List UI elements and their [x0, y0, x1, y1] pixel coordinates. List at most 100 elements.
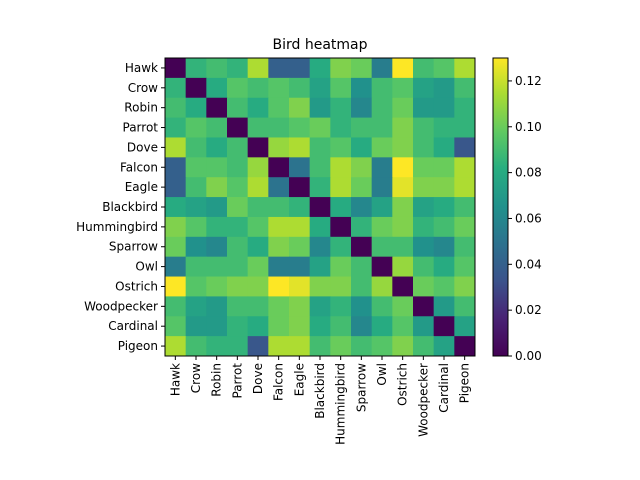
- heatmap-cell: [330, 97, 352, 119]
- heatmap-cell: [185, 137, 207, 158]
- heatmap-cell: [268, 276, 290, 297]
- heatmap-cell: [165, 236, 187, 258]
- heatmap-cell: [371, 236, 393, 258]
- heatmap-cell: [309, 177, 331, 198]
- heatmap-cell: [206, 197, 228, 218]
- heatmap-cell: [413, 296, 435, 317]
- heatmap-cell: [227, 177, 249, 198]
- heatmap-cell: [185, 58, 207, 79]
- heatmap-cell: [247, 316, 269, 337]
- colorbar-tick-label: 0.00: [515, 349, 542, 363]
- heatmap-cell: [309, 77, 331, 99]
- heatmap-cell: [433, 296, 455, 317]
- heatmap-cell: [227, 336, 249, 357]
- heatmap-cell: [371, 177, 393, 198]
- heatmap-cell: [309, 296, 331, 317]
- y-tick-label: Cardinal: [108, 319, 158, 333]
- heatmap-cell: [351, 157, 373, 178]
- heatmap-cell: [268, 336, 290, 357]
- heatmap-cell: [247, 276, 269, 297]
- heatmap-cell: [454, 276, 476, 297]
- heatmap-cell: [289, 236, 311, 258]
- colorbar: [492, 57, 509, 357]
- heatmap-cell: [371, 97, 393, 119]
- heatmap-cell: [371, 256, 393, 278]
- heatmap-cell: [185, 236, 207, 258]
- heatmap-cell: [392, 256, 414, 278]
- heatmap-cell: [206, 336, 228, 357]
- heatmap-cell: [392, 58, 414, 79]
- heatmap-cell: [454, 216, 476, 238]
- heatmap-cell: [206, 177, 228, 198]
- heatmap-cell: [309, 256, 331, 278]
- heatmap-cell: [268, 316, 290, 337]
- heatmap-cell: [185, 316, 207, 337]
- heatmap-cell: [165, 197, 187, 218]
- heatmap-cell: [268, 216, 290, 238]
- heatmap-cell: [247, 137, 269, 158]
- heatmap-cell: [330, 58, 352, 79]
- heatmap-cell: [309, 97, 331, 119]
- heatmap-cell: [454, 58, 476, 79]
- colorbar-tick-label: 0.04: [515, 257, 542, 271]
- heatmap-cell: [289, 117, 311, 138]
- heatmap-cell: [165, 117, 187, 138]
- heatmap-cell: [165, 58, 187, 79]
- x-tick-label: Falcon: [272, 363, 286, 401]
- heatmap-cell: [289, 296, 311, 317]
- heatmap-cell: [351, 117, 373, 138]
- heatmap-cell: [392, 296, 414, 317]
- heatmap-cell: [289, 97, 311, 119]
- heatmap-cell: [165, 316, 187, 337]
- heatmap-cell: [206, 117, 228, 138]
- heatmap-cell: [392, 117, 414, 138]
- y-tick-label: Blackbird: [102, 200, 158, 214]
- x-tick-label: Hummingbird: [334, 363, 348, 445]
- heatmap-cell: [392, 276, 414, 297]
- heatmap-cell: [351, 256, 373, 278]
- heatmap-cell: [351, 177, 373, 198]
- heatmap-cell: [454, 296, 476, 317]
- y-tick-label: Crow: [128, 81, 158, 95]
- heatmap-cell: [206, 296, 228, 317]
- heatmap-cell: [433, 236, 455, 258]
- heatmap-cell: [433, 157, 455, 178]
- x-tick-label: Ostrich: [396, 363, 410, 406]
- heatmap-cell: [413, 276, 435, 297]
- y-tick-label: Woodpecker: [84, 299, 158, 313]
- colorbar-tick-label: 0.12: [515, 74, 542, 88]
- heatmap-cell: [413, 58, 435, 79]
- heatmap-cell: [454, 157, 476, 178]
- heatmap-cell: [247, 236, 269, 258]
- heatmap-cell: [371, 197, 393, 218]
- heatmap-cell: [454, 316, 476, 337]
- y-tick-label: Falcon: [120, 160, 158, 174]
- x-tick-label: Crow: [189, 363, 203, 393]
- heatmap-cell: [371, 117, 393, 138]
- heatmap-cell: [185, 256, 207, 278]
- heatmap-cell: [206, 137, 228, 158]
- x-tick-label: Eagle: [292, 363, 306, 396]
- heatmap-cell: [165, 336, 187, 357]
- heatmap-cell: [165, 177, 187, 198]
- heatmap-cell: [206, 97, 228, 119]
- heatmap-cell: [433, 197, 455, 218]
- heatmap-cell: [289, 58, 311, 79]
- heatmap-cell: [371, 296, 393, 317]
- heatmap-cell: [351, 316, 373, 337]
- heatmap-cell: [371, 276, 393, 297]
- heatmap-cell: [206, 316, 228, 337]
- heatmap-cell: [227, 256, 249, 278]
- heatmap-cell: [227, 236, 249, 258]
- heatmap-cell: [247, 77, 269, 99]
- heatmap-cell: [227, 197, 249, 218]
- heatmap-cell: [247, 216, 269, 238]
- heatmap-cell: [227, 296, 249, 317]
- heatmap-cell: [413, 177, 435, 198]
- heatmap-cell: [247, 256, 269, 278]
- heatmap-cell: [227, 316, 249, 337]
- heatmap-cell: [227, 137, 249, 158]
- heatmap-cell: [206, 216, 228, 238]
- heatmap-cell: [247, 296, 269, 317]
- heatmap-cell: [206, 157, 228, 178]
